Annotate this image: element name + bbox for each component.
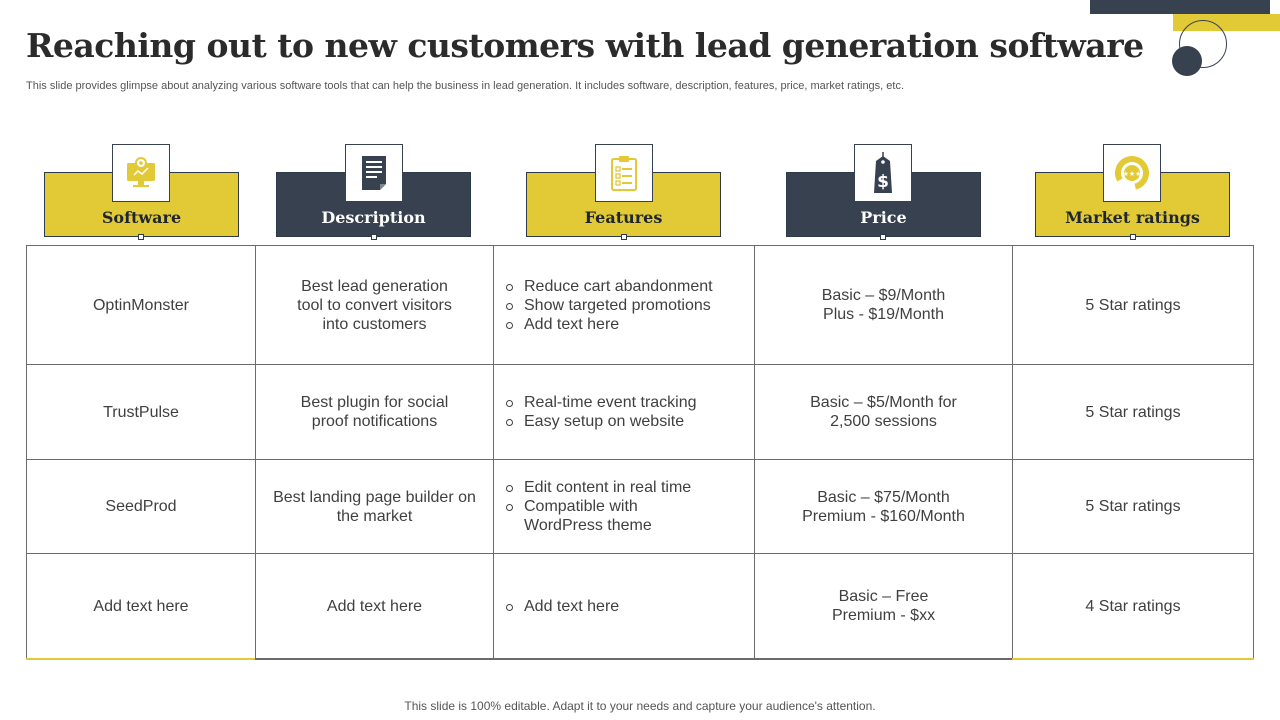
computer-gear-icon (112, 144, 170, 202)
decorative-bar-dark (1090, 0, 1270, 14)
rating-gauge-icon: ★★★ (1103, 144, 1161, 202)
clipboard-checklist-icon (595, 144, 653, 202)
row-divider (26, 364, 1254, 365)
table-cell-price: Basic – $5/Month for 2,500 sessions (810, 394, 957, 430)
column-divider (754, 245, 755, 660)
table-cell-rating: 5 Star ratings (1085, 403, 1181, 421)
header-connector-dot (138, 234, 144, 240)
table-cell-software: TrustPulse (103, 403, 179, 421)
table-cell-rating: 4 Star ratings (1085, 597, 1181, 615)
document-icon (345, 144, 403, 202)
list-item: Reduce cart abandonment (506, 277, 713, 296)
table-cell-features: Add text here (494, 554, 754, 658)
list-item: Real-time event tracking (506, 393, 697, 412)
row-divider (26, 459, 1254, 460)
list-item: Show targeted promotions (506, 296, 713, 315)
list-item: Edit content in real time (506, 478, 706, 497)
header-connector-dot (371, 234, 377, 240)
table-cell-description: Best lead generation tool to convert visi… (297, 277, 452, 333)
table-cell-rating: 5 Star ratings (1085, 296, 1181, 314)
row-divider (26, 553, 1254, 554)
header-connector-dot (621, 234, 627, 240)
decorative-circle-filled (1172, 46, 1202, 76)
slide-subtitle: This slide provides glimpse about analyz… (26, 80, 905, 92)
table-cell-software: Add text here (93, 597, 189, 615)
header-price: Price (786, 172, 981, 237)
table-cell-software: OptinMonster (92, 296, 190, 314)
table-cell-description: Best plugin for social proof notification… (300, 394, 449, 430)
header-label: Price (860, 208, 907, 227)
table-bottom-border (255, 658, 1012, 660)
comparison-table (26, 245, 1254, 660)
table-cell-rating: 5 Star ratings (1085, 498, 1181, 515)
list-item: Easy setup on website (506, 412, 697, 431)
slide-title: Reaching out to new customers with lead … (26, 26, 1144, 65)
list-item: Compatible with WordPress theme (506, 497, 706, 535)
column-divider (255, 245, 256, 660)
svg-text:$: $ (877, 172, 889, 192)
table-cell-software: SeedProd (105, 498, 177, 515)
header-label: Market ratings (1065, 208, 1200, 227)
table-cell-price: Basic – $9/Month Plus - $19/Month (821, 287, 946, 323)
table-cell-features: Reduce cart abandonment Show targeted pro… (494, 246, 754, 364)
header-connector-dot (1130, 234, 1136, 240)
table-cell-price: Basic – Free Premium - $xx (831, 588, 936, 624)
svg-text:★★★: ★★★ (1123, 170, 1142, 178)
table-cell-description: Add text here (326, 597, 423, 615)
list-item: Add text here (506, 315, 713, 334)
price-tag-icon: $ (854, 144, 912, 202)
header-label: Description (321, 208, 426, 227)
table-cell-price: Basic – $75/Month Premium - $160/Month (802, 488, 965, 525)
table-cell-features: Real-time event tracking Easy setup on we… (494, 365, 754, 459)
table-cell-features: Edit content in real time Compatible with… (494, 460, 754, 553)
table-cell-description: Best landing page builder on the market (273, 488, 476, 525)
header-connector-dot (880, 234, 886, 240)
header-label: Features (584, 208, 663, 227)
header-label: Software (101, 208, 182, 227)
list-item: Add text here (506, 597, 619, 616)
column-divider (493, 245, 494, 660)
slide-footer: This slide is 100% editable. Adapt it to… (404, 699, 876, 713)
decorative-circle-outline (1179, 20, 1227, 68)
column-divider (1012, 245, 1013, 660)
